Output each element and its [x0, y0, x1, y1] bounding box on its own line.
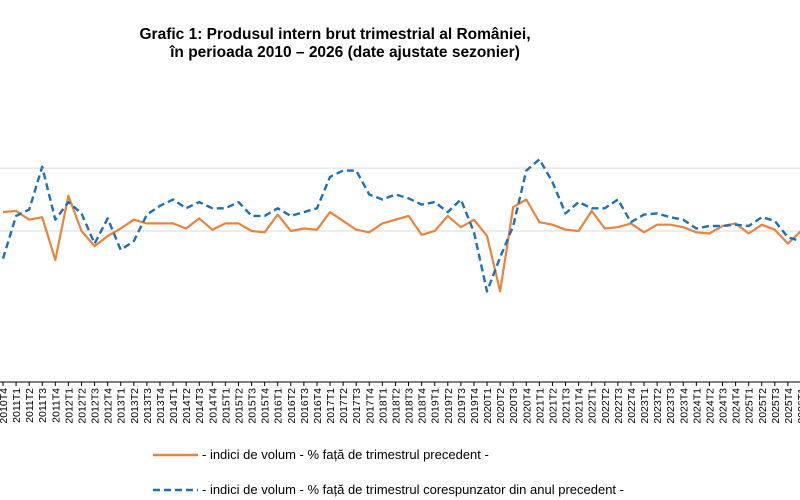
series-line-quarterly [2, 194, 800, 293]
x-tick-label: 2017T2 [338, 388, 350, 424]
x-tick-label: 2018T1 [377, 388, 389, 424]
x-tick-label: 2024T2 [704, 388, 716, 424]
x-tick-label: 2012T2 [76, 388, 88, 424]
x-tick-label: 2023T4 [678, 388, 690, 424]
x-tick-label: 2020T4 [521, 388, 533, 424]
x-tick-label: 2013T3 [142, 388, 154, 424]
x-tick-label: 2022T2 [600, 388, 612, 424]
x-tick-label: 2011T2 [24, 388, 36, 423]
x-tick-label: 2024T1 [691, 388, 703, 424]
x-tick-label: 2021T1 [534, 388, 546, 424]
x-tick-label: 2012T4 [103, 388, 115, 424]
x-tick-label: 2018T3 [404, 388, 416, 424]
x-tick-label: 2023T3 [665, 388, 677, 424]
x-tick-label: 2017T3 [351, 388, 363, 424]
x-tick-label: 2019T3 [456, 388, 468, 424]
x-tick-label: 2023T1 [639, 388, 651, 424]
x-tick-label: 2023T2 [652, 388, 664, 424]
x-tick-label: 2021T4 [574, 388, 586, 424]
x-tick-label: 2012T1 [63, 388, 75, 424]
x-tick-label: 2019T1 [430, 388, 442, 424]
x-tick-label: 2017T4 [364, 388, 376, 424]
series-line-yearly [1, 158, 800, 293]
x-tick-label: 2014T4 [207, 388, 219, 424]
x-tick-label: 2013T1 [116, 388, 128, 424]
x-tick-label: 2016T4 [312, 388, 324, 424]
x-tick-label: 2011T4 [50, 388, 62, 423]
x-tick-label: 2014T2 [181, 388, 193, 424]
x-tick-label: 2022T1 [587, 388, 599, 424]
x-tick-label: 2017T1 [325, 388, 337, 424]
x-tick-label: 2019T2 [443, 388, 455, 424]
x-tick-label: 2016T1 [273, 388, 285, 424]
x-tick-label: 2015T3 [247, 388, 259, 424]
x-tick-label: 2025T2 [757, 388, 769, 424]
x-tick-label: 2016T3 [299, 388, 311, 424]
x-tick-label: 2024T4 [731, 388, 743, 424]
x-tick-label: 2014T3 [194, 388, 206, 424]
x-tick-label: 2010T4 [0, 388, 10, 424]
x-tick-label: 2025T1 [744, 388, 756, 424]
x-tick-label: 2015T1 [220, 388, 232, 424]
legend-label-yearly: - indici de volum - % față de trimestrul… [202, 482, 624, 497]
x-tick-label: 2021T2 [547, 388, 559, 424]
x-tick-label: 2020T2 [495, 388, 507, 424]
x-axis: 2010T4 2011T1 2011T2 2011T3 2011T4 2012T1 2012… [0, 381, 800, 424]
x-tick-label: 2019T4 [469, 388, 481, 424]
x-tick-label: 2020T1 [482, 388, 494, 424]
x-tick-label: 2020T3 [508, 388, 520, 424]
x-tick-label: 2018T2 [390, 388, 402, 424]
x-tick-label: 2022T3 [613, 388, 625, 424]
x-tick-label: 2015T4 [260, 388, 272, 424]
x-tick-label: 2022T4 [626, 388, 638, 424]
x-tick-label: 2013T4 [155, 388, 167, 424]
x-tick-label: 2025T3 [770, 388, 782, 424]
legend-label-quarterly: - indici de volum - % față de trimestrul… [202, 447, 489, 462]
series-lines [1, 158, 800, 293]
x-tick-label: 2026T1 [796, 388, 800, 424]
x-tick-label: 2025T4 [783, 388, 795, 424]
x-tick-label: 2018T4 [417, 388, 429, 424]
x-tick-label: 2015T2 [233, 388, 245, 424]
x-tick-label: 2024T3 [718, 388, 730, 424]
x-tick-label: 2013T2 [129, 388, 141, 424]
legend: - indici de volum - % față de trimestrul… [153, 447, 624, 497]
x-tick-label: 2021T3 [561, 388, 573, 424]
x-tick-label: 2011T3 [37, 388, 49, 423]
chart-title-line-1: Grafic 1: Produsul intern brut trimestri… [139, 26, 530, 43]
gridlines [0, 167, 800, 232]
x-tick-label: 2011T1 [11, 388, 23, 423]
chart-title-line-2: în perioada 2010 – 2026 (date ajustate s… [169, 44, 520, 61]
x-tick-label: 2012T3 [90, 388, 102, 424]
x-tick-label: 2016T2 [286, 388, 298, 424]
x-tick-label: 2014T1 [168, 388, 180, 424]
